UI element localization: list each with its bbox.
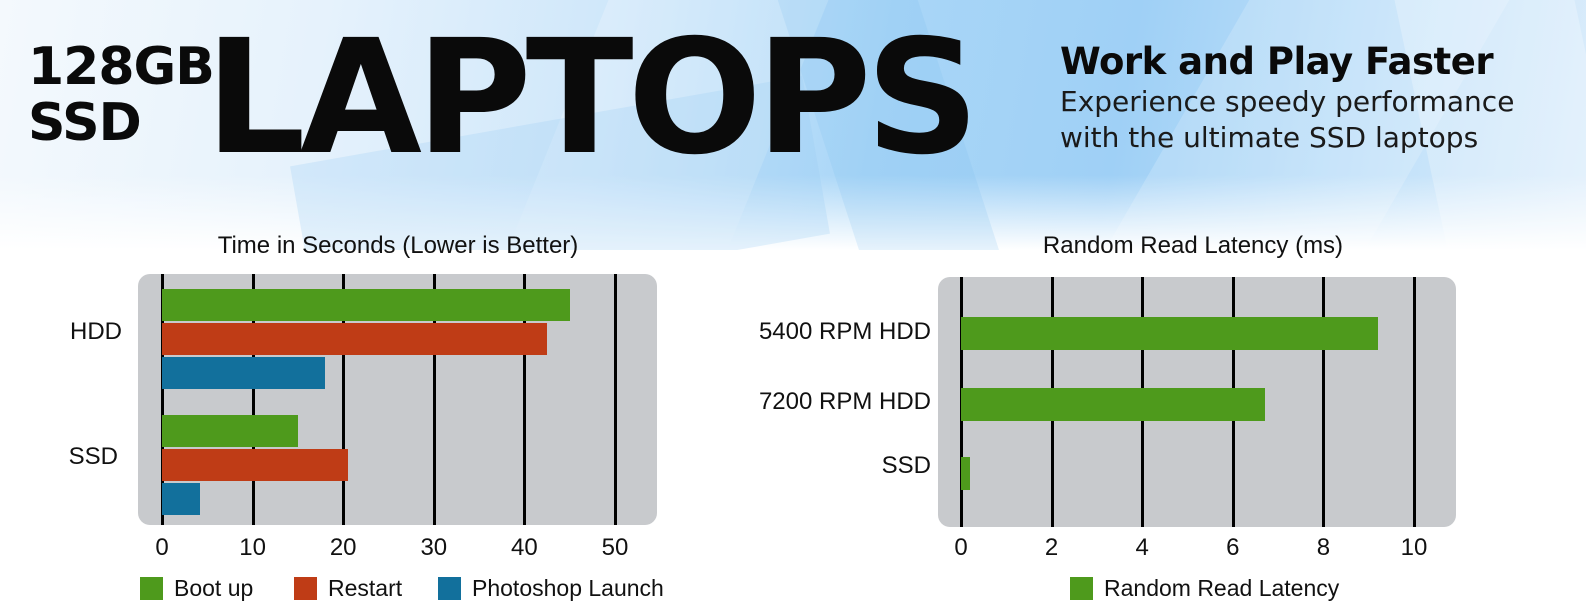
tagline: Work and Play Faster Experience speedy p… — [1060, 40, 1514, 156]
x-tick-label: 6 — [1226, 534, 1240, 561]
legend-photoshop-launch: Photoshop Launch — [438, 575, 664, 602]
gridline — [342, 274, 346, 525]
bar — [162, 357, 326, 389]
x-tick-label: 10 — [239, 534, 266, 561]
x-tick-label: 0 — [155, 534, 169, 561]
brand-title: LAPTOPS — [205, 6, 979, 190]
legend-label: Random Read Latency — [1104, 575, 1340, 601]
tagline-heading: Work and Play Faster — [1060, 40, 1494, 83]
legend-swatch-icon — [294, 577, 317, 600]
x-tick-label: 2 — [1044, 534, 1059, 561]
legend-restart: Restart — [294, 575, 402, 602]
gridline — [614, 274, 617, 525]
x-tick-label: 20 — [329, 534, 357, 561]
gridline — [523, 274, 527, 525]
legend-swatch-icon — [1070, 577, 1093, 600]
bar — [961, 388, 1265, 421]
x-tick-label: 40 — [511, 534, 538, 561]
legend-random-read-latency: Random Read Latency — [1070, 575, 1339, 602]
bar — [162, 483, 201, 515]
x-tick-label: 50 — [601, 534, 629, 561]
x-tick-label: 30 — [420, 534, 448, 561]
legend-label: Boot up — [174, 575, 254, 601]
x-tick-label: 8 — [1316, 534, 1331, 561]
category-label-5400: 5400 RPM HDD — [758, 318, 931, 345]
gridline — [1322, 277, 1326, 527]
plot-area — [938, 277, 1456, 527]
legend-boot-up: Boot up — [140, 575, 253, 602]
bar — [162, 323, 548, 355]
hero-banner: 128GB SSD LAPTOPS Work and Play Faster E… — [0, 0, 1586, 250]
x-tick-label: 4 — [1135, 534, 1149, 561]
brand-capacity: 128GB SSD — [28, 37, 215, 153]
gridline — [432, 274, 436, 525]
chart-title: Random Read Latency (ms) — [1042, 232, 1344, 259]
bar — [961, 317, 1378, 350]
tagline-subtext-2: with the ultimate SSD laptops — [1060, 121, 1479, 154]
legend-swatch-icon — [438, 577, 461, 600]
brand-line-capacity: 128GB — [28, 37, 215, 97]
legend-swatch-icon — [140, 577, 163, 600]
legend-label: Photoshop Launch — [472, 575, 664, 601]
gridline — [161, 274, 164, 525]
category-label-hdd: HDD — [70, 318, 122, 345]
bar — [162, 289, 570, 321]
bar — [162, 449, 348, 481]
category-label-7200: 7200 RPM HDD — [758, 388, 931, 415]
chart-title: Time in Seconds (Lower is Better) — [217, 232, 579, 259]
category-label-ssd: SSD — [68, 443, 118, 470]
category-label-ssd: SSD — [881, 452, 931, 479]
x-tick-label: 10 — [1400, 534, 1428, 561]
bar — [162, 415, 298, 447]
plot-area — [138, 274, 657, 525]
gridline — [251, 274, 255, 525]
tagline-subtext-1: Experience speedy performance — [1060, 85, 1515, 118]
gridline — [1413, 277, 1416, 527]
bar — [961, 457, 971, 490]
brand-line-ssd: SSD — [28, 93, 142, 153]
x-tick-label: 0 — [954, 534, 968, 561]
legend-label: Restart — [328, 575, 403, 601]
